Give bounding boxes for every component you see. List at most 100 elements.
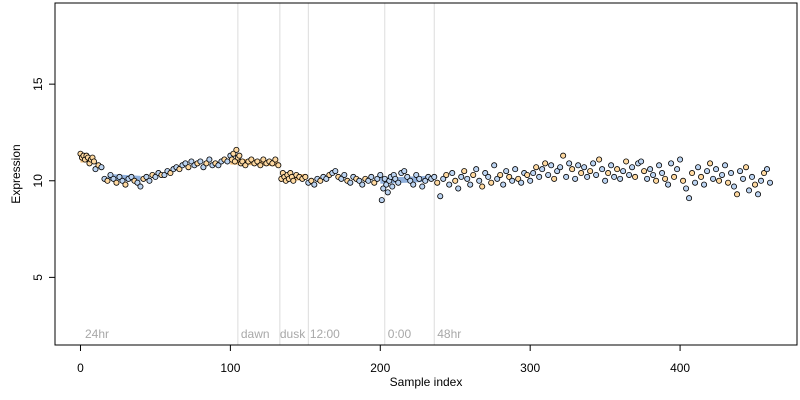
data-point — [665, 181, 672, 188]
y-axis-title: Expression — [9, 144, 23, 203]
data-point — [182, 160, 189, 167]
data-point — [524, 171, 531, 178]
data-point — [743, 164, 750, 171]
y-tick-label: 5 — [31, 274, 45, 281]
data-point — [206, 156, 213, 163]
data-point — [647, 166, 654, 173]
data-point — [464, 175, 471, 182]
data-point — [515, 175, 522, 182]
data-point — [410, 181, 417, 188]
data-point — [119, 177, 126, 184]
data-point — [113, 179, 120, 186]
data-points — [77, 146, 774, 204]
data-point — [590, 160, 597, 167]
data-point — [557, 164, 564, 171]
data-point — [503, 168, 510, 175]
data-point — [527, 177, 534, 184]
data-point — [485, 173, 492, 180]
data-point — [614, 166, 621, 173]
data-point — [593, 171, 600, 178]
data-point — [230, 150, 237, 157]
data-point — [374, 175, 381, 182]
data-point — [500, 181, 507, 188]
data-point — [731, 183, 738, 190]
data-point — [152, 173, 159, 180]
region-label: 24hr — [85, 327, 109, 341]
data-point — [434, 179, 441, 186]
data-point — [332, 168, 339, 175]
data-point — [128, 173, 135, 180]
data-point — [317, 177, 324, 184]
data-point — [713, 166, 720, 173]
data-point — [740, 175, 747, 182]
data-point — [401, 168, 408, 175]
data-point — [356, 177, 363, 184]
data-point — [497, 171, 504, 178]
data-point — [755, 191, 762, 198]
data-point — [542, 160, 549, 167]
data-point — [653, 177, 660, 184]
data-point — [641, 168, 648, 175]
data-point — [107, 171, 114, 178]
data-point — [338, 175, 345, 182]
data-point — [587, 168, 594, 175]
data-point — [719, 171, 726, 178]
data-point — [452, 177, 459, 184]
data-point — [611, 173, 618, 180]
data-point — [482, 170, 489, 177]
data-point — [539, 166, 546, 173]
data-point — [632, 173, 639, 180]
data-point — [368, 173, 375, 180]
data-point — [167, 170, 174, 177]
data-point — [476, 177, 483, 184]
data-point — [764, 166, 771, 173]
data-point — [383, 181, 390, 188]
data-point — [257, 162, 264, 169]
data-point — [692, 179, 699, 186]
data-point — [656, 162, 663, 169]
y-tick-label: 15 — [31, 77, 45, 91]
data-point — [470, 171, 477, 178]
data-point — [185, 164, 192, 171]
data-point — [563, 173, 570, 180]
data-point — [455, 185, 462, 192]
data-point — [605, 170, 612, 177]
y-tick-label: 10 — [31, 174, 45, 188]
data-point — [620, 168, 627, 175]
data-point — [608, 162, 615, 169]
data-point — [479, 183, 486, 190]
data-point — [512, 166, 519, 173]
data-point — [122, 181, 129, 188]
data-point — [662, 175, 669, 182]
data-point — [260, 156, 267, 163]
data-point — [668, 160, 675, 167]
data-point — [569, 166, 576, 173]
data-point — [359, 181, 366, 188]
data-point — [248, 156, 255, 163]
data-point — [704, 168, 711, 175]
x-axis: 0 100 200 300 400 — [77, 344, 690, 375]
data-point — [599, 166, 606, 173]
data-point — [308, 177, 315, 184]
data-point — [197, 158, 204, 165]
data-point — [728, 170, 735, 177]
data-point — [419, 183, 426, 190]
data-point — [473, 166, 480, 173]
data-point — [323, 175, 330, 182]
data-point — [254, 158, 261, 165]
data-point — [488, 179, 495, 186]
data-point — [767, 179, 774, 186]
data-point — [560, 152, 567, 159]
data-point — [275, 162, 282, 169]
data-point — [269, 160, 276, 167]
data-point — [104, 177, 111, 184]
data-point — [110, 175, 117, 182]
data-point — [659, 170, 666, 177]
data-point — [596, 156, 603, 163]
data-point — [629, 164, 636, 171]
data-point — [701, 181, 708, 188]
data-point — [146, 177, 153, 184]
data-point — [440, 175, 447, 182]
data-point — [548, 162, 555, 169]
data-point — [161, 171, 168, 178]
